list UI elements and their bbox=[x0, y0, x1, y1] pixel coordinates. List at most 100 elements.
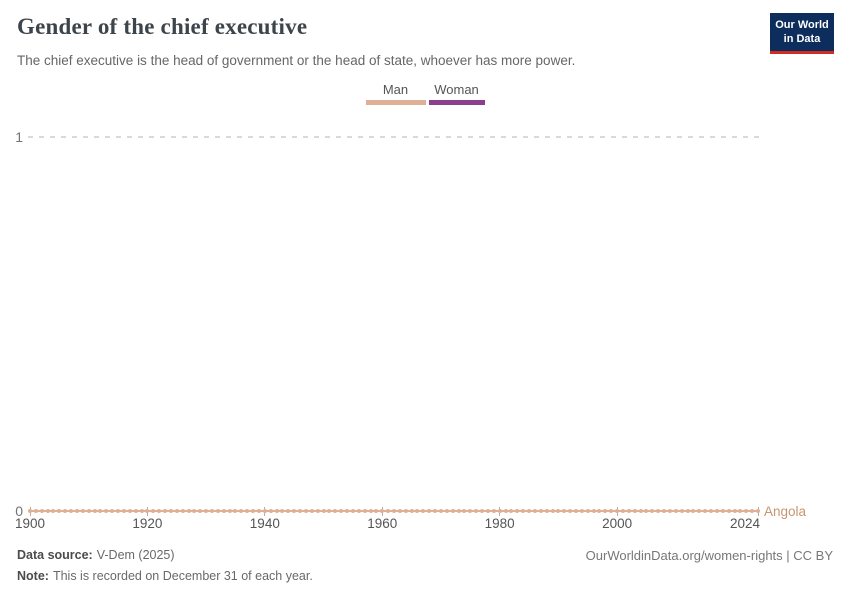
data-dot bbox=[51, 509, 56, 513]
data-dot bbox=[315, 509, 320, 513]
data-dot bbox=[409, 509, 414, 513]
data-dot bbox=[274, 509, 279, 513]
x-tick-label: 1980 bbox=[484, 516, 515, 531]
data-dot bbox=[515, 509, 520, 513]
data-dot bbox=[709, 509, 714, 513]
data-dot bbox=[556, 509, 561, 513]
data-dot bbox=[356, 509, 361, 513]
data-dot bbox=[615, 509, 620, 513]
data-dot bbox=[350, 509, 355, 513]
data-dot bbox=[380, 509, 385, 513]
legend-item-man[interactable]: Man bbox=[365, 82, 426, 105]
data-dot bbox=[497, 509, 502, 513]
data-dot bbox=[321, 509, 326, 513]
x-tick-label: 1920 bbox=[132, 516, 163, 531]
data-dot bbox=[133, 509, 138, 513]
data-dot bbox=[186, 509, 191, 513]
footer-datasource-value: V-Dem (2025) bbox=[96, 548, 175, 562]
data-dot bbox=[333, 509, 338, 513]
data-dot bbox=[656, 509, 661, 513]
legend-label: Man bbox=[382, 82, 409, 97]
data-dot bbox=[210, 509, 214, 513]
data-dot bbox=[92, 509, 97, 513]
data-dot bbox=[673, 509, 678, 513]
data-dot bbox=[579, 509, 584, 513]
data-dot bbox=[538, 509, 543, 513]
data-dot bbox=[192, 509, 197, 513]
data-dot bbox=[744, 509, 749, 513]
legend-swatch bbox=[428, 100, 485, 105]
data-dot bbox=[433, 509, 438, 513]
data-dot bbox=[33, 509, 38, 513]
data-dot bbox=[286, 509, 291, 513]
owid-logo: Our World in Data bbox=[770, 13, 834, 54]
data-dot bbox=[374, 509, 379, 513]
data-dot bbox=[251, 509, 256, 513]
data-dot bbox=[233, 509, 238, 513]
data-dot bbox=[227, 509, 232, 513]
data-dot bbox=[163, 509, 168, 513]
data-dot bbox=[662, 509, 667, 513]
data-dot bbox=[632, 509, 637, 513]
data-dot bbox=[239, 509, 244, 513]
data-dot bbox=[703, 509, 708, 513]
data-dot bbox=[544, 509, 549, 513]
x-tick-label: 1900 bbox=[14, 516, 46, 531]
data-dot bbox=[386, 509, 391, 513]
data-dot bbox=[427, 509, 432, 513]
data-dot bbox=[756, 509, 760, 513]
data-dot bbox=[127, 509, 132, 513]
legend-swatch bbox=[365, 100, 426, 105]
data-dot bbox=[151, 509, 156, 513]
legend-item-woman[interactable]: Woman bbox=[428, 82, 485, 105]
footer-note: Note: This is recorded on December 31 of … bbox=[17, 569, 313, 583]
data-dot bbox=[421, 509, 426, 513]
data-dot bbox=[491, 509, 496, 513]
data-dot bbox=[562, 509, 567, 513]
data-dot bbox=[168, 509, 173, 513]
data-dot bbox=[204, 509, 209, 513]
data-dot bbox=[392, 509, 396, 513]
data-dot bbox=[726, 509, 731, 513]
y-gridline-1 bbox=[28, 136, 760, 138]
data-dot bbox=[215, 509, 220, 513]
footer-rights: OurWorldinData.org/women-rights | CC BY bbox=[585, 548, 833, 563]
data-dot bbox=[550, 509, 555, 513]
footer-note-label: Note: bbox=[17, 569, 49, 583]
data-dot bbox=[268, 509, 273, 513]
data-dot bbox=[362, 509, 367, 513]
data-dot bbox=[650, 509, 655, 513]
data-dot bbox=[121, 509, 126, 513]
data-dot bbox=[714, 509, 719, 513]
data-dot bbox=[157, 509, 162, 513]
data-dot bbox=[585, 509, 590, 513]
data-dot bbox=[145, 509, 150, 513]
data-dot bbox=[468, 509, 473, 513]
data-dot bbox=[462, 509, 467, 513]
series-label-angola[interactable]: Angola bbox=[764, 504, 807, 519]
x-tick-label: 2024 bbox=[729, 516, 761, 531]
data-dot bbox=[116, 509, 121, 513]
data-dot bbox=[256, 509, 261, 513]
data-dot bbox=[39, 509, 44, 513]
data-dot bbox=[456, 509, 461, 513]
owid-logo-line1: Our World bbox=[775, 19, 829, 31]
data-dot bbox=[69, 509, 74, 513]
data-dot bbox=[339, 509, 344, 513]
data-dot bbox=[720, 509, 725, 513]
data-dot bbox=[732, 509, 737, 513]
data-dot bbox=[345, 509, 350, 513]
data-dot bbox=[738, 509, 743, 513]
data-dot bbox=[591, 509, 596, 513]
data-dot bbox=[303, 509, 308, 513]
data-dot bbox=[438, 509, 443, 513]
data-dot bbox=[327, 509, 332, 513]
data-dot bbox=[444, 509, 449, 513]
data-dot bbox=[198, 509, 203, 513]
data-dot bbox=[667, 509, 672, 513]
legend-label: Woman bbox=[434, 82, 479, 97]
data-dot bbox=[139, 509, 144, 513]
data-dot bbox=[603, 509, 608, 513]
data-dot bbox=[626, 509, 631, 513]
data-dot bbox=[679, 509, 684, 513]
